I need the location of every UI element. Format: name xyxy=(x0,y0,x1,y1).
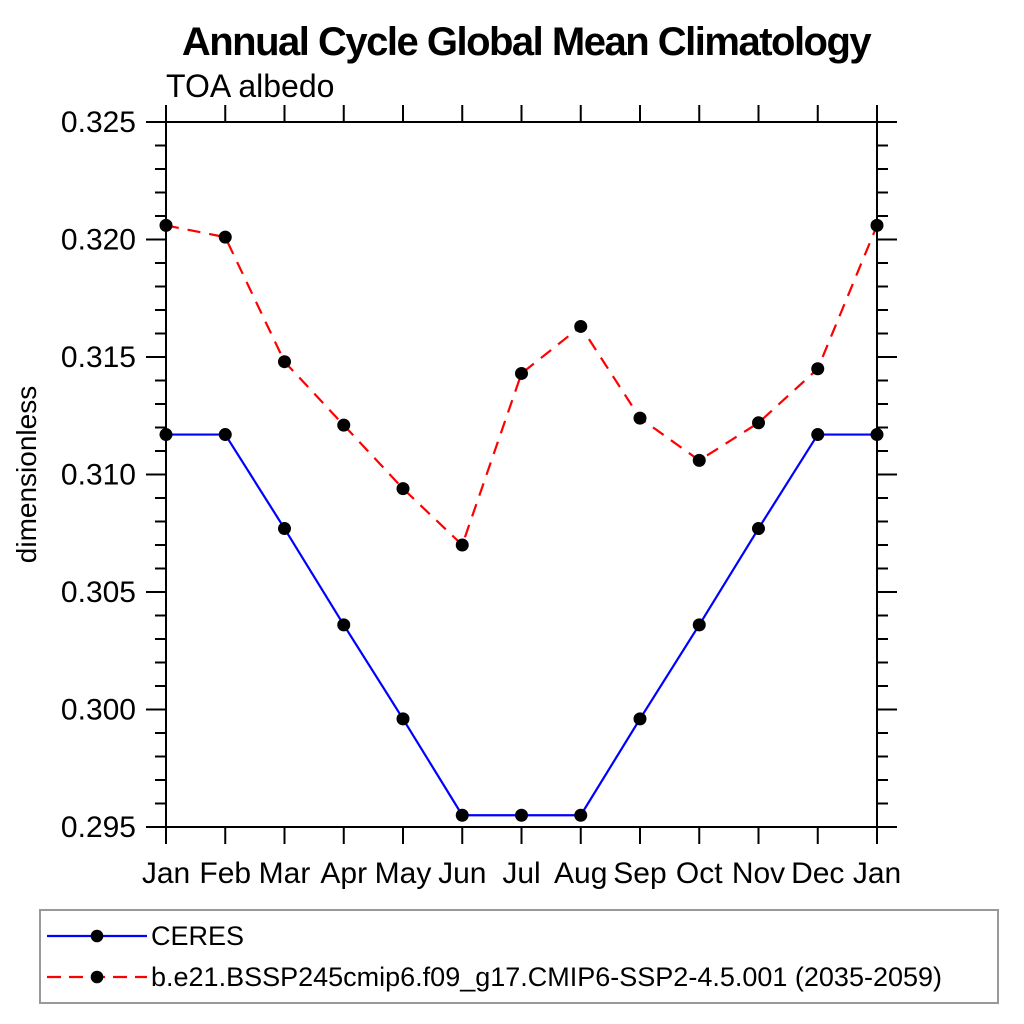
data-point xyxy=(692,618,706,632)
data-point xyxy=(455,538,469,552)
legend-item-ceres: CERES xyxy=(41,916,997,957)
x-tick-label: Feb xyxy=(199,857,251,890)
data-point xyxy=(811,428,825,442)
legend-marker-icon xyxy=(90,929,104,943)
data-point xyxy=(159,428,173,442)
data-point xyxy=(692,453,706,467)
data-point xyxy=(337,418,351,432)
legend-label-model: b.e21.BSSP245cmip6.f09_g17.CMIP6-SSP2-4.… xyxy=(151,961,943,992)
data-point xyxy=(515,808,528,822)
x-tick-label: Nov xyxy=(732,857,785,890)
chart-subtitle: TOA albedo xyxy=(166,68,335,104)
data-point xyxy=(752,522,765,536)
y-tick-label: 0.300 xyxy=(61,694,136,727)
legend-marker-icon xyxy=(90,970,104,984)
data-point xyxy=(218,428,232,442)
data-point xyxy=(870,428,884,442)
plot-frame xyxy=(165,121,878,828)
legend-item-model: b.e21.BSSP245cmip6.f09_g17.CMIP6-SSP2-4.… xyxy=(41,957,997,998)
data-point xyxy=(752,416,765,430)
y-tick-label: 0.320 xyxy=(61,224,136,257)
x-tick-label: Mar xyxy=(259,857,311,890)
data-point xyxy=(396,712,410,726)
data-point xyxy=(574,319,588,333)
y-tick-label: 0.310 xyxy=(61,459,136,492)
x-tick-label: Jan xyxy=(853,857,901,890)
data-point xyxy=(396,482,410,496)
series-line-1 xyxy=(165,224,879,547)
data-point xyxy=(159,218,173,232)
legend-line-sample-model xyxy=(47,970,147,984)
x-tick-label: Dec xyxy=(791,857,844,890)
data-point xyxy=(574,808,588,822)
x-tick-label: Oct xyxy=(676,857,723,890)
legend-label-ceres: CERES xyxy=(151,920,245,951)
x-tick-label: Jan xyxy=(142,857,190,890)
x-tick-label: Jun xyxy=(438,857,486,890)
y-tick-label: 0.315 xyxy=(61,341,136,374)
data-point xyxy=(633,411,647,425)
y-tick-label: 0.325 xyxy=(61,106,136,139)
data-point xyxy=(337,618,351,632)
data-point xyxy=(870,218,884,232)
data-point xyxy=(455,808,469,822)
chart-canvas: 0.295 0.300 0.305 0.310 0.315 0.320 0.325 Jan Fe… xyxy=(11,105,901,890)
chart-title: Annual Cycle Global Mean Climatology xyxy=(181,20,872,64)
data-point xyxy=(278,522,291,536)
y-axis-label: dimensionless xyxy=(11,386,42,563)
x-tick-label: Sep xyxy=(613,857,666,890)
y-tick-label: 0.295 xyxy=(61,811,136,844)
x-tick-label: Apr xyxy=(320,857,367,890)
x-tick-label: May xyxy=(375,857,432,890)
x-tick-label: Aug xyxy=(554,857,607,890)
data-point xyxy=(218,230,232,244)
legend-line-sample-ceres xyxy=(47,929,147,943)
x-tick-label: Jul xyxy=(502,857,540,890)
data-point xyxy=(811,362,825,376)
y-tick-label: 0.305 xyxy=(61,576,136,609)
data-point xyxy=(633,712,647,726)
series-line-0 xyxy=(166,433,877,817)
data-point xyxy=(278,355,291,369)
legend: CERES b.e21.BSSP245cmip6.f09_g17.CMIP6-S… xyxy=(39,909,999,1004)
data-point xyxy=(515,366,528,380)
